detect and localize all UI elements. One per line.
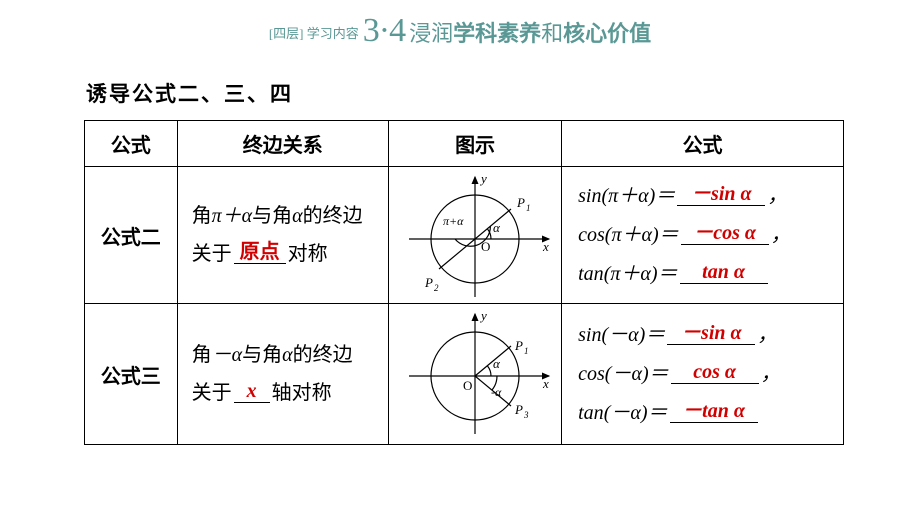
figure-cell: y x O P 1 P 2 α π+α [389,167,562,304]
svg-text:x: x [542,376,549,391]
formula-cell: sin(－α)＝－sin α， cos(－α)＝cos α， tan(－α)＝－… [562,304,844,445]
rel-text: 关于 [192,382,232,404]
relation-cell: 角－α与角α的终边 关于 x 轴对称 [177,304,388,445]
rel-text: 的终边 [303,205,363,227]
relation-cell: 角π＋α与角α的终边 关于原点对称 [177,167,388,304]
rel-text: 角 [192,344,212,366]
title-part2a: 学科素养 [453,21,541,46]
rel-text: －α [212,344,243,366]
col-header-relation: 终边关系 [177,121,388,167]
answer-blank: x [247,380,257,402]
svg-text:α: α [493,356,501,371]
rel-text: 角 [192,205,212,227]
col-header-figure: 图示 [389,121,562,167]
svg-text:P: P [514,338,523,353]
table-header-row: 公式 终边关系 图示 公式 [85,121,844,167]
title-mid: 和 [541,21,563,46]
answer-blank: 原点 [240,241,280,263]
svg-text:α: α [493,220,501,235]
svg-text:2: 2 [434,283,439,293]
rel-text: 与角 [242,344,282,366]
col-header-name: 公式 [85,121,178,167]
title-prefix: [四层] 学习内容 [269,26,359,41]
formula-cell: sin(π＋α)＝－sin α， cos(π＋α)＝－cos α， tan(π＋… [562,167,844,304]
table-row: 公式三 角－α与角α的终边 关于x轴对称 y [85,304,844,445]
formula-table: 公式 终边关系 图示 公式 公式二 角π＋α与角α的终边 关于原点对称 [84,120,844,445]
rel-text: 对称 [288,243,328,265]
rel-text: 与角 [252,205,292,227]
svg-text:y: y [479,171,487,186]
title-part1: 浸润 [409,21,453,46]
title-number: 3·4 [363,12,405,49]
svg-text:3: 3 [523,410,529,420]
svg-text:O: O [463,378,472,393]
svg-text:P: P [516,195,525,210]
rel-text: α [292,205,303,227]
page-title: [四层] 学习内容 3·4 浸润学科素养和核心价值 [0,0,920,56]
formula-name: 公式二 [85,167,178,304]
svg-text:x: x [542,239,549,254]
figure-cell: y x O P 1 P 3 α -α [389,304,562,445]
svg-text:-α: -α [491,385,502,399]
col-header-formula: 公式 [562,121,844,167]
svg-text:1: 1 [526,203,531,213]
rel-text: 轴对称 [272,382,332,404]
svg-text:π+α: π+α [443,214,464,228]
rel-text: π＋α [212,205,253,227]
diagram-neg-alpha: y x O P 1 P 3 α -α [395,306,555,442]
svg-text:P: P [514,402,523,417]
svg-text:P: P [424,275,433,290]
rel-text: 关于 [192,243,232,265]
diagram-pi-plus-alpha: y x O P 1 P 2 α π+α [395,169,555,301]
table-row: 公式二 角π＋α与角α的终边 关于原点对称 y x [85,167,844,304]
svg-text:y: y [479,308,487,323]
section-heading: 诱导公式二、三、四 [86,78,920,108]
title-part2b: 核心价值 [563,21,651,46]
rel-text: α [282,344,293,366]
svg-text:1: 1 [524,346,529,356]
rel-text: 的终边 [293,344,353,366]
formula-name: 公式三 [85,304,178,445]
svg-text:O: O [481,239,490,254]
